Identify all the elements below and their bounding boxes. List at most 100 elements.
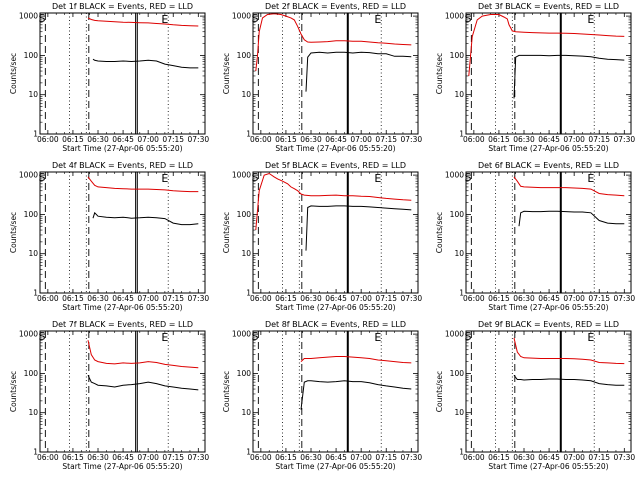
x-tick-label: 06:00 bbox=[37, 453, 59, 462]
y-tick-label: 1000 bbox=[232, 171, 251, 180]
y-tick-label: 1000 bbox=[232, 12, 251, 21]
plot-frame bbox=[252, 330, 419, 453]
series-events-line bbox=[513, 374, 625, 386]
plot-frame bbox=[39, 171, 206, 294]
x-tick-label: 06:15 bbox=[275, 453, 297, 462]
x-tick-label: 07:15 bbox=[588, 453, 610, 462]
panel-title: Det 6f BLACK = Events, RED = LLD bbox=[478, 161, 619, 170]
y-tick-label: 1000 bbox=[232, 330, 251, 339]
x-tick-label: 06:00 bbox=[250, 135, 272, 144]
series-events-line bbox=[305, 205, 412, 251]
y-tick-label: 100 bbox=[237, 369, 252, 378]
end-marker-label: E bbox=[161, 13, 168, 26]
y-tick-label: 1000 bbox=[445, 171, 464, 180]
x-tick-label: 06:45 bbox=[325, 453, 347, 462]
series-lld-line bbox=[300, 356, 412, 364]
x-tick-label: 07:30 bbox=[614, 453, 636, 462]
x-tick-label: 06:15 bbox=[62, 453, 84, 462]
x-tick-label: 06:30 bbox=[87, 453, 109, 462]
series-lld-line bbox=[87, 176, 199, 193]
y-axis-label: Counts/sec bbox=[222, 53, 231, 94]
y-tick-label: 10 bbox=[241, 408, 251, 417]
y-tick-label: 1 bbox=[33, 130, 38, 139]
x-tick-label: 07:30 bbox=[188, 453, 210, 462]
y-tick-label: 10 bbox=[241, 90, 251, 99]
panel-title: Det 1f BLACK = Events, RED = LLD bbox=[52, 2, 193, 11]
x-tick-label: 07:30 bbox=[401, 453, 423, 462]
x-tick-label: 06:15 bbox=[275, 294, 297, 303]
y-axis-label: Counts/sec bbox=[435, 53, 444, 94]
y-tick-label: 1000 bbox=[445, 330, 464, 339]
x-tick-label: 06:45 bbox=[112, 453, 134, 462]
x-tick-label: 07:30 bbox=[614, 135, 636, 144]
x-axis-label: Start Time (27-Apr-06 05:55:20) bbox=[488, 303, 608, 312]
x-tick-label: 07:30 bbox=[188, 294, 210, 303]
x-tick-label: 06:00 bbox=[463, 453, 485, 462]
panel-title: Det 2f BLACK = Events, RED = LLD bbox=[265, 2, 406, 11]
x-tick-label: 06:15 bbox=[275, 135, 297, 144]
series-lld-line bbox=[255, 172, 412, 231]
x-tick-label: 07:00 bbox=[563, 453, 585, 462]
y-tick-label: 1000 bbox=[445, 12, 464, 21]
x-tick-label: 06:00 bbox=[37, 135, 59, 144]
x-tick-label: 07:00 bbox=[350, 453, 372, 462]
y-tick-label: 1 bbox=[459, 130, 464, 139]
y-tick-label: 1 bbox=[459, 448, 464, 457]
x-tick-label: 07:15 bbox=[162, 135, 184, 144]
plot-frame bbox=[39, 330, 206, 453]
y-tick-label: 10 bbox=[28, 90, 38, 99]
series-events-line bbox=[305, 51, 412, 92]
panel-det-3: Det 3f BLACK = Events, RED = LLD Counts/s… bbox=[435, 2, 635, 153]
panel-det-1: Det 1f BLACK = Events, RED = LLD Counts/s… bbox=[9, 2, 209, 153]
x-tick-label: 06:15 bbox=[62, 294, 84, 303]
y-tick-label: 1 bbox=[246, 448, 251, 457]
series-events-line bbox=[513, 54, 625, 99]
series-events-line bbox=[518, 210, 625, 227]
x-tick-label: 06:30 bbox=[300, 294, 322, 303]
y-tick-label: 100 bbox=[24, 51, 39, 60]
panel-title: Det 7f BLACK = Events, RED = LLD bbox=[52, 320, 193, 329]
x-tick-label: 07:15 bbox=[375, 453, 397, 462]
series-lld-line bbox=[87, 17, 199, 27]
series-lld-line bbox=[87, 340, 199, 369]
series-lld-line bbox=[468, 14, 625, 77]
y-tick-label: 10 bbox=[28, 408, 38, 417]
y-axis-label: Counts/sec bbox=[9, 212, 18, 253]
panel-title: Det 8f BLACK = Events, RED = LLD bbox=[265, 320, 406, 329]
end-marker-label: E bbox=[374, 331, 381, 344]
y-tick-label: 1 bbox=[246, 289, 251, 298]
end-marker-label: E bbox=[587, 331, 594, 344]
x-axis-label: Start Time (27-Apr-06 05:55:20) bbox=[275, 303, 395, 312]
y-tick-label: 1 bbox=[33, 448, 38, 457]
start-marker-label: S bbox=[252, 171, 259, 184]
x-tick-label: 06:45 bbox=[538, 294, 560, 303]
x-axis-label: Start Time (27-Apr-06 05:55:20) bbox=[62, 462, 182, 471]
x-tick-label: 07:00 bbox=[350, 135, 372, 144]
series-lld-line bbox=[255, 13, 412, 72]
x-tick-label: 07:00 bbox=[350, 294, 372, 303]
x-tick-label: 06:45 bbox=[325, 135, 347, 144]
y-tick-label: 100 bbox=[450, 210, 465, 219]
x-tick-label: 07:15 bbox=[588, 294, 610, 303]
x-tick-label: 06:30 bbox=[300, 135, 322, 144]
x-tick-label: 06:45 bbox=[112, 294, 134, 303]
plot-frame bbox=[465, 12, 632, 135]
x-tick-label: 06:15 bbox=[62, 135, 84, 144]
y-axis-label: Counts/sec bbox=[222, 212, 231, 253]
series-events-line bbox=[92, 211, 199, 226]
series-lld-line bbox=[513, 176, 625, 197]
x-tick-label: 07:00 bbox=[563, 135, 585, 144]
series-events-line bbox=[92, 58, 199, 69]
panel-det-9: Det 9f BLACK = Events, RED = LLD Counts/s… bbox=[435, 320, 635, 471]
x-tick-label: 07:30 bbox=[401, 294, 423, 303]
x-tick-label: 07:30 bbox=[401, 135, 423, 144]
y-axis-label: Counts/sec bbox=[222, 371, 231, 412]
y-axis-label: Counts/sec bbox=[435, 212, 444, 253]
y-tick-label: 100 bbox=[24, 210, 39, 219]
panel-title: Det 3f BLACK = Events, RED = LLD bbox=[478, 2, 619, 11]
x-tick-label: 07:15 bbox=[375, 135, 397, 144]
y-tick-label: 1000 bbox=[19, 171, 38, 180]
x-axis-label: Start Time (27-Apr-06 05:55:20) bbox=[275, 144, 395, 153]
end-marker-label: E bbox=[587, 13, 594, 26]
y-tick-label: 1 bbox=[459, 289, 464, 298]
